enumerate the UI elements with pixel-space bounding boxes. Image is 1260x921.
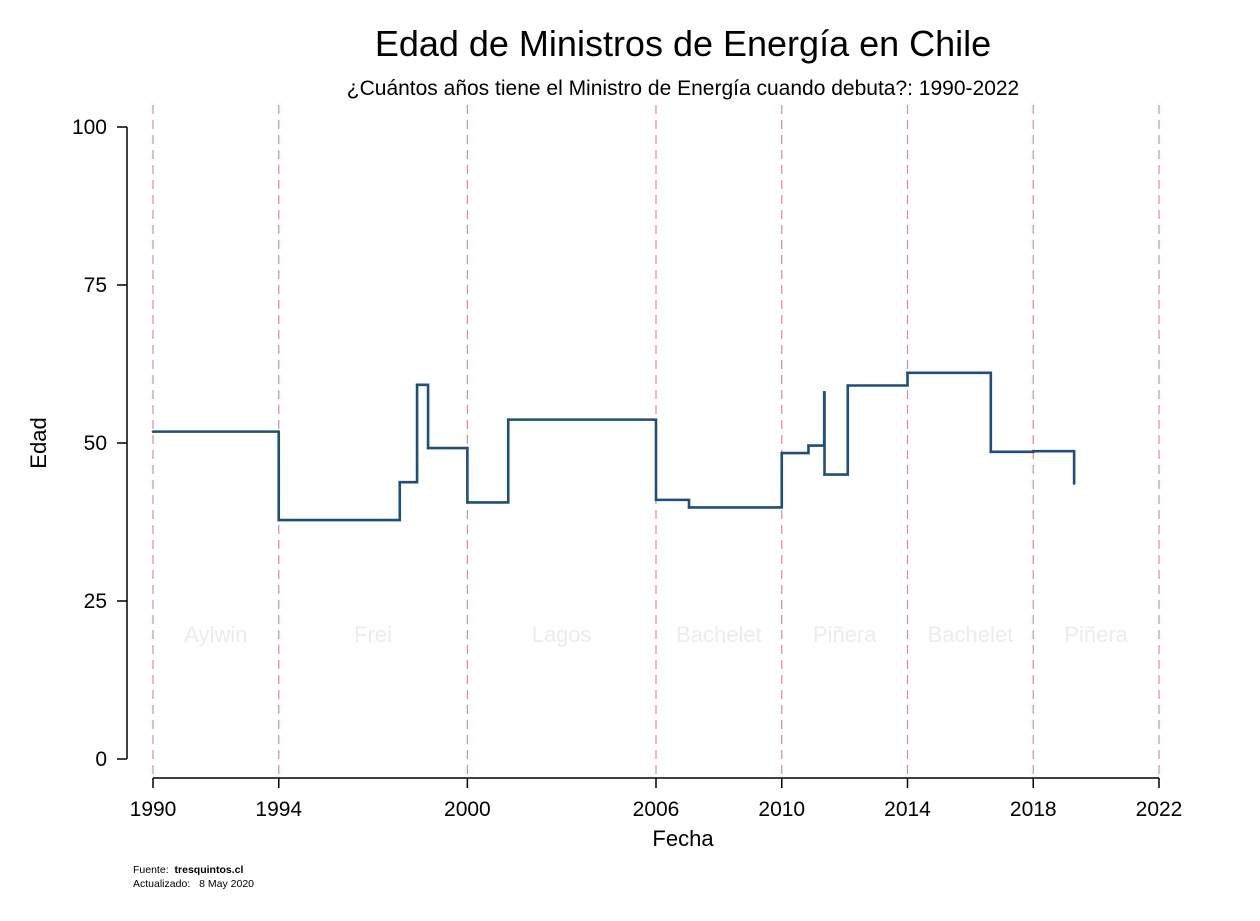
- y-tick-label-0: 0: [95, 748, 107, 771]
- y-tick-label-50: 50: [84, 432, 107, 455]
- footnote-source-value: tresquintos.cl: [175, 864, 244, 876]
- chart-subtitle: ¿Cuántos años tiene el Ministro de Energ…: [347, 77, 1019, 100]
- x-tick-label-1990: 1990: [130, 798, 177, 821]
- period-label-5: Bachelet: [928, 622, 1014, 647]
- data-point-0-11: [822, 391, 826, 394]
- x-tick-label-2010: 2010: [758, 798, 805, 821]
- footnote-updated-label: Actualizado:: [133, 878, 190, 890]
- y-tick-label-100: 100: [72, 116, 107, 139]
- data-point-0-2: [398, 480, 402, 484]
- y-tick-label-25: 25: [84, 590, 107, 613]
- period-label-0: Aylwin: [184, 622, 247, 647]
- x-tick-label-2006: 2006: [633, 798, 680, 821]
- data-point-0-14: [906, 371, 909, 375]
- data-point-0-9: [780, 451, 784, 455]
- footnote-updated: Actualizado: 8 May 2020: [133, 878, 254, 890]
- data-point-0-5: [466, 501, 469, 504]
- period-dividers: [152, 105, 1160, 778]
- x-tick-label-2018: 2018: [1010, 798, 1057, 821]
- chart-title: Edad de Ministros de Energía en Chile: [375, 23, 991, 64]
- x-tick-label-2014: 2014: [884, 798, 931, 821]
- data-point-0-3: [415, 383, 419, 387]
- x-tick-label-2000: 2000: [444, 798, 491, 821]
- x-tick-label-1994: 1994: [255, 798, 302, 821]
- y-axis: 0 25 50 75 100: [72, 116, 128, 771]
- x-tick-label-2022: 2022: [1136, 798, 1183, 821]
- period-label-1: Frei: [354, 622, 392, 647]
- data-point-0-17: [1072, 482, 1076, 485]
- data-point-0-0: [151, 430, 155, 433]
- period-label-6: Piñera: [1064, 622, 1128, 647]
- footnote-source: Fuente: tresquintos.cl: [133, 864, 243, 876]
- period-label-3: Bachelet: [676, 622, 762, 647]
- data-point-0-10: [807, 444, 810, 447]
- footnote: Fuente: tresquintos.cl Actualizado: 8 Ma…: [133, 864, 254, 890]
- y-axis-title: Edad: [26, 417, 51, 468]
- data-point-0-4: [426, 446, 430, 450]
- data-point-0-13: [846, 384, 850, 387]
- series-line-0: [153, 371, 1076, 522]
- x-axis-title: Fecha: [652, 826, 714, 851]
- data-point-0-8: [687, 506, 691, 509]
- x-axis: 1990 1994 2000 2006 2010 2014 2018 2022: [130, 777, 1183, 821]
- data-point-0-7: [654, 498, 658, 502]
- data-point-0-6: [506, 418, 510, 421]
- period-label-2: Lagos: [532, 622, 592, 647]
- series-group: [151, 371, 1076, 522]
- data-point-0-12: [823, 473, 826, 476]
- data-point-0-1: [277, 518, 281, 522]
- y-tick-label-75: 75: [84, 274, 107, 297]
- data-point-0-15: [989, 450, 993, 454]
- footnote-source-label: Fuente:: [133, 864, 169, 876]
- footnote-updated-value: 8 May 2020: [199, 878, 254, 890]
- period-labels: Aylwin Frei Lagos Bachelet Piñera Bachelet Piñ…: [184, 622, 1128, 647]
- period-label-4: Piñera: [813, 622, 877, 647]
- data-point-0-16: [1031, 449, 1035, 453]
